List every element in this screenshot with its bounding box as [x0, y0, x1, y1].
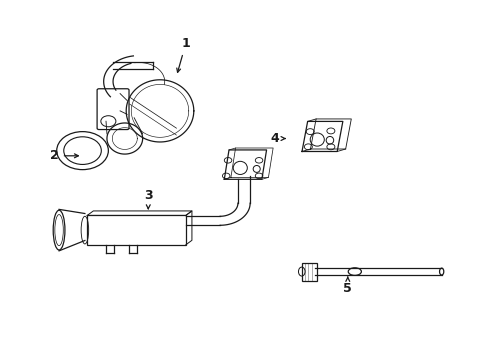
Text: 3: 3 — [143, 189, 152, 209]
Text: 1: 1 — [177, 37, 190, 72]
Text: 4: 4 — [270, 132, 285, 145]
Bar — [301, 262, 316, 280]
Text: 2: 2 — [50, 149, 78, 162]
Bar — [87, 215, 185, 245]
Text: 5: 5 — [343, 277, 351, 295]
